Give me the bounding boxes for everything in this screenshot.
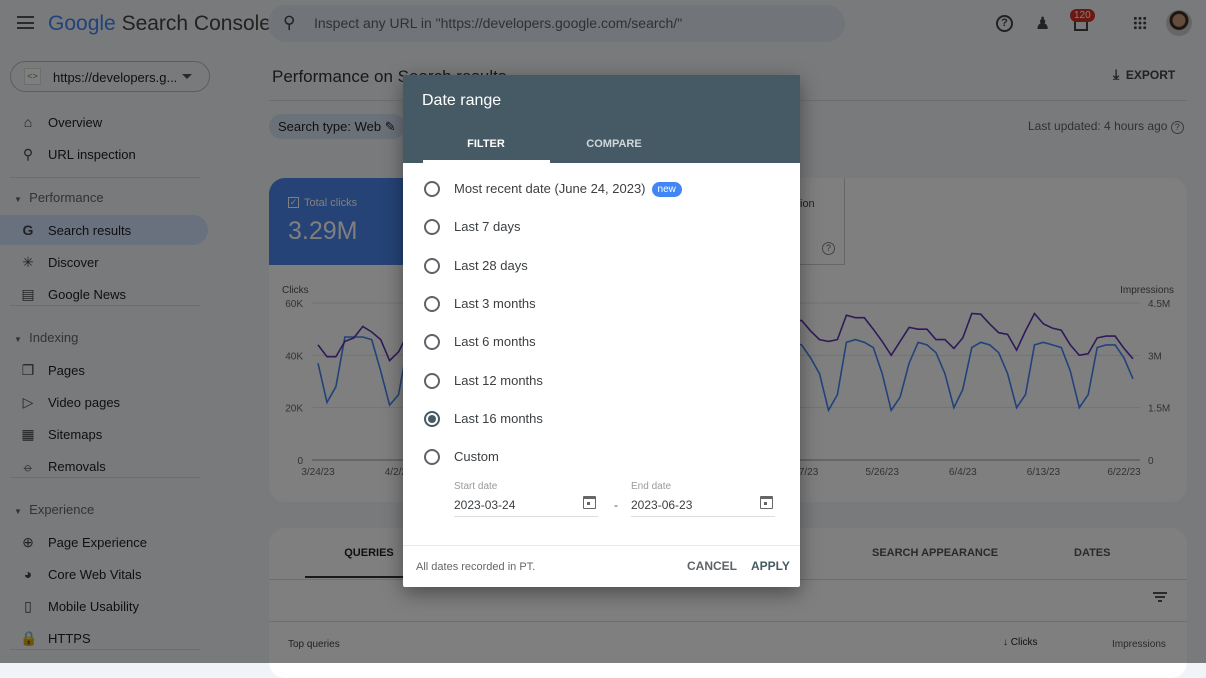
radio-button[interactable] xyxy=(424,219,440,236)
option-label: Last 16 months xyxy=(454,410,543,426)
new-badge: new xyxy=(651,182,682,197)
date-option[interactable]: Custom xyxy=(403,441,800,475)
radio-button[interactable] xyxy=(424,295,440,312)
calendar-icon[interactable] xyxy=(760,496,773,509)
dialog-title: Date range xyxy=(422,92,502,109)
date-separator: - xyxy=(614,498,618,512)
start-date-value: 2023-03-24 xyxy=(454,498,516,512)
tab-filter[interactable]: FILTER xyxy=(467,138,505,150)
date-option[interactable]: Last 7 days xyxy=(403,211,800,245)
end-date-value: 2023-06-23 xyxy=(631,498,693,512)
end-date-field[interactable]: 2023-06-23 xyxy=(631,495,775,517)
date-range-dialog: Date range FILTER COMPARE Most recent da… xyxy=(403,75,800,587)
radio-button[interactable] xyxy=(424,257,440,274)
option-label: Last 28 days xyxy=(454,257,528,273)
option-label: Most recent date (June 24, 2023) xyxy=(454,181,646,196)
start-date-field[interactable]: 2023-03-24 xyxy=(454,495,598,517)
start-date-label: Start date xyxy=(454,481,498,492)
footer-divider xyxy=(403,545,800,546)
option-label: Last 3 months xyxy=(454,295,536,311)
dialog-header: Date range FILTER COMPARE xyxy=(403,75,800,163)
option-label: Custom xyxy=(454,449,499,465)
calendar-icon[interactable] xyxy=(583,496,596,509)
option-label: Last 12 months xyxy=(454,372,543,388)
option-label: Last 7 days xyxy=(454,219,521,235)
end-date-label: End date xyxy=(631,481,672,492)
date-option[interactable]: Last 16 months xyxy=(403,403,800,437)
date-option[interactable]: Last 6 months xyxy=(403,326,800,360)
date-option[interactable]: Last 12 months xyxy=(403,365,800,399)
apply-button[interactable]: APPLY xyxy=(751,559,790,573)
date-option[interactable]: Last 3 months xyxy=(403,288,800,322)
radio-button[interactable] xyxy=(424,410,440,427)
date-option[interactable]: Last 28 days xyxy=(403,250,800,284)
cancel-button[interactable]: CANCEL xyxy=(687,559,737,573)
option-label: Last 6 months xyxy=(454,334,536,350)
radio-button[interactable] xyxy=(424,449,440,466)
tab-filter-indicator xyxy=(423,160,550,163)
tab-compare[interactable]: COMPARE xyxy=(586,138,642,150)
radio-button[interactable] xyxy=(424,334,440,351)
date-option[interactable]: Most recent date (June 24, 2023) new xyxy=(403,173,800,207)
radio-button[interactable] xyxy=(424,181,440,197)
timezone-note: All dates recorded in PT. xyxy=(416,561,536,573)
radio-button[interactable] xyxy=(424,372,440,389)
